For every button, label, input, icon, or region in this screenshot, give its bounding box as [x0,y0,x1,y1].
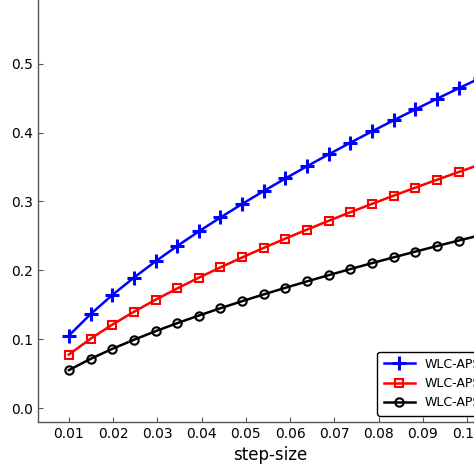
WLC-APSA [369,260,375,266]
WLC-APSA [174,286,180,292]
WLC-APSA [434,96,440,101]
WLC-APSA [456,85,462,91]
X-axis label: step-size: step-size [233,447,307,464]
WLC-APSA [304,279,310,284]
WLC-APSA [218,264,223,270]
WLC-APSA [412,249,418,255]
WLC-APSA [456,238,462,244]
WLC-APSA [153,328,158,334]
WLC-APSA [434,177,440,182]
WLC-APSA [109,322,115,328]
WLC-APSA [239,255,245,260]
WLC-APSA [218,215,223,220]
Line: WLC-APSA: WLC-APSA [65,231,474,374]
WLC-APSA [261,188,266,194]
WLC-APSA [218,305,223,311]
WLC-APSA [283,285,288,291]
WLC-APSA [88,356,93,362]
WLC-APSA [196,313,201,319]
WLC-APSA [304,227,310,232]
WLC-APSA [66,352,72,357]
WLC-APSA [174,243,180,249]
WLC-APSA [391,255,397,260]
WLC-APSA [326,218,332,224]
WLC-APSA [239,298,245,304]
WLC-APSA [109,292,115,298]
WLC-APSA [109,346,115,352]
WLC-APSA [66,333,72,338]
Legend: WLC-APSA, WLC-APSA, WLC-APSA: WLC-APSA, WLC-APSA, WLC-APSA [377,352,474,416]
WLC-APSA [391,193,397,199]
WLC-APSA [196,228,201,234]
WLC-APSA [304,164,310,169]
WLC-APSA [131,275,137,281]
WLC-APSA [261,292,266,297]
WLC-APSA [239,201,245,207]
WLC-APSA [153,297,158,302]
WLC-APSA [326,152,332,157]
Line: WLC-APSA: WLC-APSA [65,160,474,359]
WLC-APSA [283,175,288,181]
Line: WLC-APSA: WLC-APSA [62,71,474,343]
WLC-APSA [412,107,418,112]
WLC-APSA [261,245,266,251]
WLC-APSA [66,367,72,373]
WLC-APSA [391,118,397,123]
WLC-APSA [347,140,353,146]
WLC-APSA [283,236,288,241]
WLC-APSA [347,266,353,272]
WLC-APSA [369,201,375,207]
WLC-APSA [174,320,180,326]
WLC-APSA [88,311,93,317]
WLC-APSA [347,210,353,215]
WLC-APSA [412,185,418,191]
WLC-APSA [326,272,332,278]
WLC-APSA [153,258,158,264]
WLC-APSA [369,128,375,134]
WLC-APSA [456,169,462,175]
WLC-APSA [88,336,93,342]
WLC-APSA [196,275,201,281]
WLC-APSA [131,337,137,343]
WLC-APSA [434,243,440,249]
WLC-APSA [131,309,137,315]
